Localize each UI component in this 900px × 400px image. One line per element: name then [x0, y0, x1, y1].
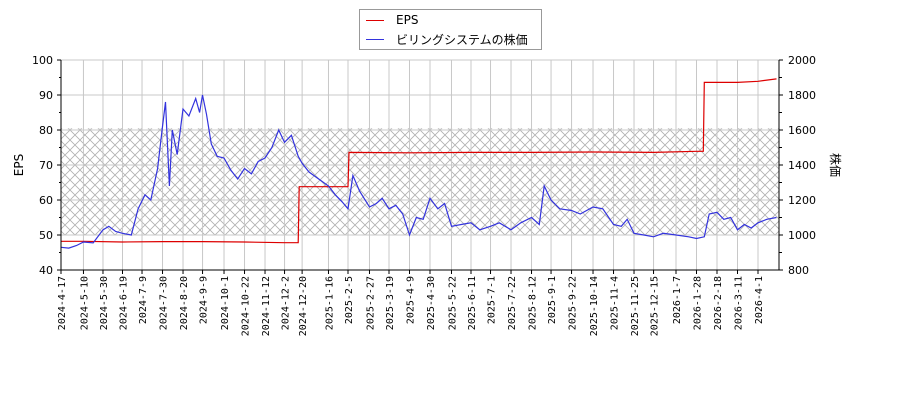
x-tick-label: 2024-8-20	[179, 276, 190, 330]
x-tick-label: 2025-9-1	[547, 276, 558, 324]
right-tick-label: 1400	[788, 159, 816, 172]
right-axis-title: 株価	[828, 153, 843, 177]
x-tick-label: 2024-10-22	[241, 276, 252, 336]
x-tick-label: 2024-5-30	[99, 276, 110, 330]
left-tick-label: 100	[32, 54, 53, 67]
left-tick-label: 80	[39, 124, 53, 137]
x-tick-label: 2025-1-16	[324, 276, 335, 330]
left-tick-label: 50	[39, 229, 53, 242]
x-tick-label: 2024-4-17	[57, 276, 68, 330]
x-tick-label: 2026-3-11	[734, 276, 745, 330]
x-tick-label: 2026-4-1	[754, 276, 765, 324]
left-tick-label: 60	[39, 194, 53, 207]
right-tick-label: 1600	[788, 124, 816, 137]
eps-line	[61, 78, 777, 244]
left-tick-label: 90	[39, 89, 53, 102]
legend-label-eps: EPS	[396, 13, 419, 27]
x-tick-label: 2025-7-22	[507, 276, 518, 330]
x-tick-label: 2026-2-18	[713, 276, 724, 330]
x-tick-label: 2025-4-30	[426, 276, 437, 330]
x-tick-label: 2025-3-19	[385, 276, 396, 330]
price-line	[60, 94, 777, 249]
x-tick-label: 2025-8-12	[528, 276, 539, 330]
x-tick-label: 2024-7-9	[138, 276, 149, 324]
legend-label-price: ビリングシステムの株価	[396, 32, 528, 47]
left-axis-title: EPS	[12, 154, 26, 176]
x-tick-label: 2024-7-30	[159, 276, 170, 330]
x-tick-label: 2025-6-11	[467, 276, 478, 330]
right-tick-label: 2000	[788, 54, 816, 67]
x-tick-label: 2024-10-1	[220, 276, 231, 330]
left-y-axis: 100 90 80 70 60 50 40	[32, 54, 61, 277]
x-tick-label: 2024-12-2	[281, 276, 292, 330]
right-y-axis: 2000 1800 1600 1400 1200 1000 800	[779, 54, 816, 277]
right-tick-label: 1200	[788, 194, 816, 207]
x-tick-label: 2024-9-9	[199, 276, 210, 324]
chart-legend: EPS ビリングシステムの株価	[359, 9, 542, 50]
left-tick-label: 40	[39, 264, 53, 277]
x-tick-label: 2024-12-20	[298, 276, 309, 336]
x-tick-label: 2026-1-7	[672, 276, 683, 324]
x-axis: 2024-4-17 2024-5-10 2024-5-30 2024-6-19 2024…	[57, 270, 765, 336]
legend-item-eps: EPS	[366, 12, 418, 28]
eps-swatch-icon	[366, 19, 384, 21]
x-tick-label: 2024-11-12	[261, 276, 272, 336]
right-tick-label: 800	[788, 264, 809, 277]
x-tick-label: 2025-7-1	[487, 276, 498, 324]
x-tick-label: 2026-1-28	[693, 276, 704, 330]
x-tick-label: 2025-2-27	[365, 276, 376, 330]
x-tick-label: 2025-12-15	[650, 276, 661, 336]
right-tick-label: 1000	[788, 229, 816, 242]
x-tick-label: 2025-4-9	[406, 276, 417, 324]
legend-item-price: ビリングシステムの株価	[366, 31, 528, 47]
x-tick-label: 2025-2-5	[344, 276, 355, 324]
x-tick-label: 2024-6-19	[119, 276, 130, 330]
right-tick-label: 1800	[788, 89, 816, 102]
x-tick-label: 2025-5-22	[447, 276, 458, 330]
x-tick-label: 2025-10-14	[589, 276, 600, 336]
x-tick-label: 2025-9-22	[568, 276, 579, 330]
x-tick-label: 2025-11-4	[610, 276, 621, 330]
left-tick-label: 70	[39, 159, 53, 172]
price-swatch-icon	[366, 38, 384, 40]
x-tick-label: 2024-5-10	[79, 276, 90, 330]
x-tick-label: 2025-11-25	[630, 276, 641, 336]
